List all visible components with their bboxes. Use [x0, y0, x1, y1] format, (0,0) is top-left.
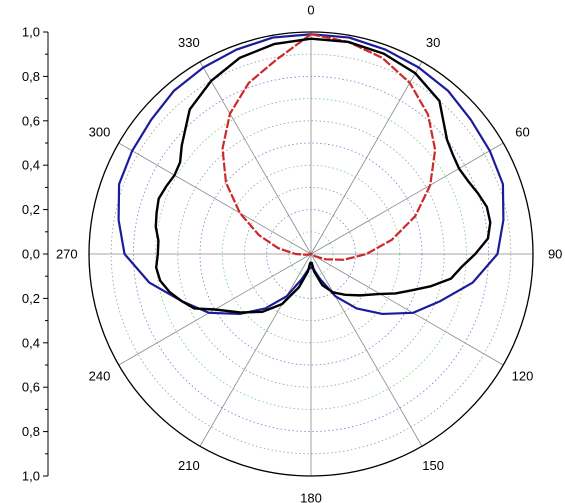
radial-tick-label: 1,0	[22, 25, 40, 40]
angle-tick-label: 60	[515, 124, 529, 139]
angle-tick-label: 210	[178, 458, 200, 473]
radial-tick-label: 0,6	[22, 380, 40, 395]
radial-tick-label: 0,8	[22, 424, 40, 439]
angle-tick-label: 0	[307, 2, 314, 17]
grid-spoke	[311, 254, 422, 446]
angle-tick-label: 330	[178, 35, 200, 50]
angle-tick-label: 180	[300, 491, 322, 503]
grid-spoke	[119, 143, 311, 254]
radial-tick-label: 1,0	[22, 469, 40, 484]
grid-spoke	[311, 143, 503, 254]
radial-tick-label: 0,4	[22, 335, 40, 350]
grid-spoke	[311, 254, 503, 365]
angle-tick-label: 270	[56, 247, 78, 262]
radial-tick-label: 0,2	[22, 202, 40, 217]
grid-spoke	[200, 62, 311, 254]
series-line-2	[223, 34, 436, 260]
angle-tick-label: 150	[422, 458, 444, 473]
radial-tick-label: 0,2	[22, 291, 40, 306]
radial-axis: 1,0 0,8 0,6 0,4 0,2 0,0 0,2 0,4 0,6 0,8 1,0	[22, 25, 48, 484]
series-line-3	[156, 39, 491, 313]
radial-tick-label: 0,0	[22, 247, 40, 262]
radial-tick-label: 0,8	[22, 69, 40, 84]
angle-tick-label: 300	[89, 124, 111, 139]
grid-spoke	[200, 254, 311, 446]
angle-tick-label: 30	[426, 35, 440, 50]
angle-tick-label: 120	[512, 369, 534, 384]
radial-tick-label: 0,4	[22, 158, 40, 173]
angle-tick-label: 90	[548, 247, 562, 262]
angle-tick-label: 240	[89, 369, 111, 384]
radial-tick-label: 0,6	[22, 113, 40, 128]
